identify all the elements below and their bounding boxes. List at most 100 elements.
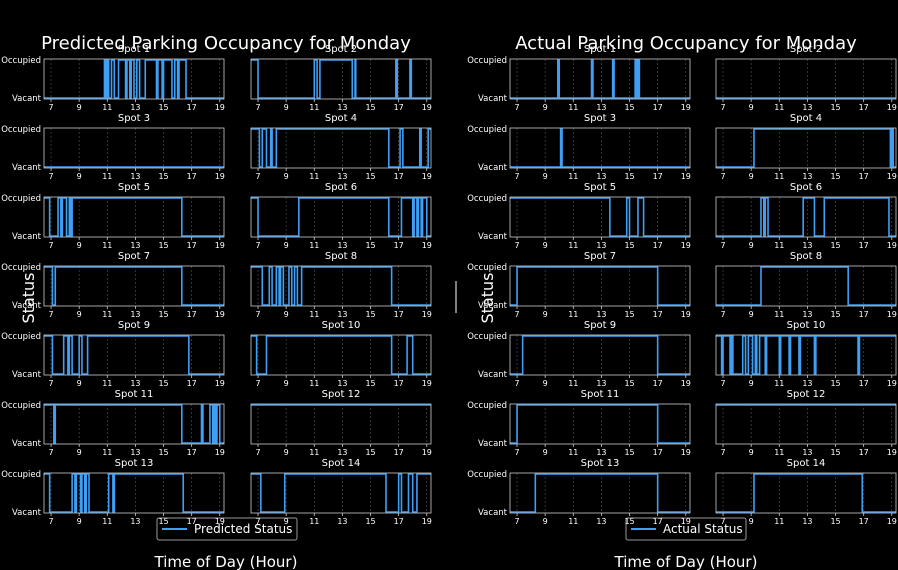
predicted-subplot: Spot 4 7 9 11 13 15 17 19 xyxy=(250,113,432,181)
x-tick-label: 15 xyxy=(365,379,375,388)
x-tick-label: 11 xyxy=(102,517,112,526)
x-tick-label: 15 xyxy=(158,172,168,181)
x-tick-label: 7 xyxy=(255,103,260,112)
x-tick-label: 15 xyxy=(830,448,840,457)
subplot-frame xyxy=(43,403,225,445)
x-tick-label: 13 xyxy=(337,310,347,319)
x-tick-label: 7 xyxy=(720,517,725,526)
x-tick-label: 11 xyxy=(568,310,578,319)
subplot-frame xyxy=(715,403,897,445)
y-tick-label-vacant: Vacant xyxy=(12,232,42,242)
actual-subplot: Spot 6 7 9 11 13 15 17 19 xyxy=(715,182,897,250)
occupancy-series-line xyxy=(510,473,690,513)
legend-label: Predicted Status xyxy=(194,522,292,536)
y-tick-label-vacant: Vacant xyxy=(478,439,508,449)
x-tick-label: 9 xyxy=(77,379,82,388)
x-tick-label: 15 xyxy=(158,241,168,250)
predicted-subplot: Spot 5 7 9 11 13 15 17 19 Occupied Vacant xyxy=(1,182,225,250)
subplot-title: Spot 14 xyxy=(322,458,361,469)
subplot-frame xyxy=(43,265,225,307)
x-tick-label: 17 xyxy=(187,517,197,526)
x-tick-label: 9 xyxy=(749,103,754,112)
x-tick-label: 9 xyxy=(749,379,754,388)
x-tick-label: 13 xyxy=(802,172,812,181)
x-tick-label: 13 xyxy=(596,517,606,526)
x-tick-label: 19 xyxy=(887,310,897,319)
x-tick-label: 17 xyxy=(187,103,197,112)
subplot-title: Spot 6 xyxy=(790,182,822,193)
occupancy-series-line xyxy=(510,197,690,237)
x-tick-label: 11 xyxy=(774,448,784,457)
subplot-frame xyxy=(250,403,432,445)
occupancy-series-line xyxy=(44,404,224,444)
x-tick-label: 15 xyxy=(158,379,168,388)
x-tick-label: 15 xyxy=(365,103,375,112)
x-tick-label: 13 xyxy=(802,448,812,457)
y-tick-label-vacant: Vacant xyxy=(12,301,42,311)
x-tick-label: 7 xyxy=(255,172,260,181)
y-tick-label-occupied: Occupied xyxy=(1,263,41,273)
x-tick-label: 9 xyxy=(543,103,548,112)
x-tick-label: 15 xyxy=(624,517,634,526)
x-tick-label: 15 xyxy=(158,103,168,112)
x-tick-label: 13 xyxy=(130,241,140,250)
actual-subplot: Spot 4 7 9 11 13 15 17 19 xyxy=(715,113,897,181)
x-tick-label: 17 xyxy=(187,241,197,250)
x-tick-label: 19 xyxy=(215,172,225,181)
x-tick-label: 7 xyxy=(255,379,260,388)
predicted-subplot: Spot 10 7 9 11 13 15 17 19 xyxy=(250,320,432,388)
subplot-frame xyxy=(509,127,691,169)
x-tick-label: 19 xyxy=(681,517,691,526)
x-tick-label: 17 xyxy=(653,241,663,250)
subplot-title: Spot 13 xyxy=(115,458,154,469)
x-tick-label: 13 xyxy=(337,517,347,526)
subplot-frame xyxy=(715,334,897,376)
x-tick-label: 9 xyxy=(543,517,548,526)
occupancy-series-line xyxy=(716,473,896,513)
occupancy-series-line xyxy=(44,59,224,99)
x-tick-label: 15 xyxy=(830,517,840,526)
x-tick-label: 13 xyxy=(130,103,140,112)
x-tick-label: 17 xyxy=(859,517,869,526)
y-tick-label-occupied: Occupied xyxy=(1,194,41,204)
actual-xlabel: Time of Day (Hour) xyxy=(614,553,758,570)
x-tick-label: 11 xyxy=(102,310,112,319)
x-tick-label: 13 xyxy=(802,517,812,526)
x-tick-label: 19 xyxy=(681,103,691,112)
x-tick-label: 9 xyxy=(284,172,289,181)
x-tick-label: 19 xyxy=(681,241,691,250)
x-tick-label: 9 xyxy=(543,310,548,319)
x-tick-label: 17 xyxy=(859,103,869,112)
x-tick-label: 17 xyxy=(187,310,197,319)
y-tick-label-occupied: Occupied xyxy=(1,470,41,480)
x-tick-label: 19 xyxy=(215,448,225,457)
x-tick-label: 7 xyxy=(720,241,725,250)
subplot-title: Spot 4 xyxy=(790,113,822,124)
subplot-title: Spot 12 xyxy=(787,389,826,400)
x-tick-label: 11 xyxy=(568,517,578,526)
predicted-subplot: Spot 13 7 9 11 13 15 17 19 Occupied Vacant xyxy=(1,458,225,526)
x-tick-label: 7 xyxy=(48,517,53,526)
x-tick-label: 7 xyxy=(720,379,725,388)
x-tick-label: 19 xyxy=(215,310,225,319)
x-tick-label: 9 xyxy=(284,517,289,526)
x-tick-label: 11 xyxy=(774,241,784,250)
occupancy-series-line xyxy=(44,197,224,237)
x-tick-label: 13 xyxy=(130,517,140,526)
occupancy-series-line xyxy=(716,335,896,375)
subplot-frame xyxy=(715,127,897,169)
x-tick-label: 11 xyxy=(568,448,578,457)
x-tick-label: 19 xyxy=(422,103,432,112)
x-tick-label: 15 xyxy=(365,448,375,457)
x-tick-label: 7 xyxy=(514,241,519,250)
x-tick-label: 17 xyxy=(394,241,404,250)
occupancy-series-line xyxy=(44,266,224,306)
y-tick-label-vacant: Vacant xyxy=(12,94,42,104)
occupancy-series-line xyxy=(251,335,431,375)
x-tick-label: 19 xyxy=(422,310,432,319)
x-tick-label: 19 xyxy=(215,241,225,250)
actual-subplot: Spot 7 7 9 11 13 15 17 19 Occupied Vacant xyxy=(467,251,691,319)
y-tick-label-occupied: Occupied xyxy=(467,125,507,135)
occupancy-series-line xyxy=(716,128,896,168)
x-tick-label: 7 xyxy=(255,448,260,457)
